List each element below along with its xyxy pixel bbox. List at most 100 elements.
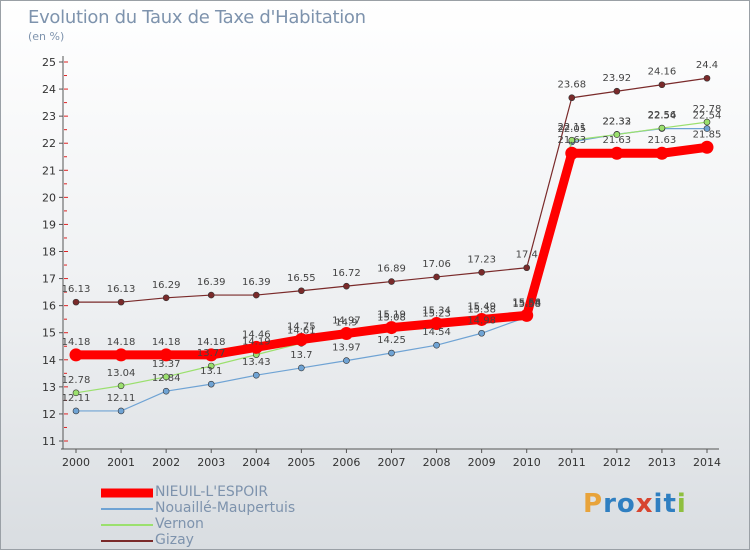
legend: NIEUIL-L'ESPOIR Nouaillé-Maupertuis Vernon… xyxy=(101,484,401,549)
data-point xyxy=(613,87,621,95)
y-tick-label: 15 xyxy=(42,327,56,340)
legend-label: Nouaillé-Maupertuis xyxy=(155,500,296,516)
data-label: 14.18 xyxy=(62,337,91,348)
data-label: 16.55 xyxy=(287,273,316,284)
data-point xyxy=(298,364,305,372)
legend-label: NIEUIL-L'ESPOIR xyxy=(155,484,269,500)
data-point xyxy=(478,269,485,276)
y-tick-label: 21 xyxy=(42,164,56,177)
data-label: 21.63 xyxy=(648,135,677,146)
x-tick-label: 2007 xyxy=(378,456,406,469)
data-point xyxy=(658,81,666,89)
data-point xyxy=(703,74,711,82)
data-point xyxy=(162,294,170,302)
data-label: 16.39 xyxy=(197,277,226,288)
data-point xyxy=(339,327,353,341)
x-tick-label: 2013 xyxy=(648,456,676,469)
data-label: 16.89 xyxy=(377,264,406,275)
data-label: 15.23 xyxy=(422,308,451,319)
data-point xyxy=(207,362,215,370)
data-point xyxy=(568,136,576,144)
data-point xyxy=(385,321,398,335)
data-label: 17.4 xyxy=(516,250,538,261)
data-label: 13.37 xyxy=(152,359,181,370)
y-tick-label: 19 xyxy=(42,218,56,231)
data-point xyxy=(117,407,125,415)
x-tick-label: 2006 xyxy=(332,456,360,469)
data-point xyxy=(298,287,305,295)
legend-item: Vernon xyxy=(101,516,401,533)
data-label: 14.18 xyxy=(197,337,226,348)
data-label: 15.08 xyxy=(377,313,406,324)
data-point xyxy=(72,298,80,306)
data-point xyxy=(249,340,263,354)
data-point xyxy=(433,341,440,349)
data-label: 13.1 xyxy=(200,366,222,377)
legend-item: NIEUIL-L'ESPOIR xyxy=(101,484,401,501)
x-tick-label: 2014 xyxy=(693,456,721,469)
data-point xyxy=(658,124,666,132)
data-label: 22.33 xyxy=(603,116,632,127)
data-label: 22.05 xyxy=(557,124,586,135)
data-label: 23.92 xyxy=(603,73,632,84)
data-point xyxy=(343,357,350,364)
data-label: 16.72 xyxy=(332,268,361,279)
y-tick-label: 22 xyxy=(42,137,56,150)
data-label: 15.34 xyxy=(422,306,451,317)
data-label: 13.7 xyxy=(290,350,312,361)
logo-letter: o xyxy=(616,489,636,519)
data-point xyxy=(117,382,125,390)
data-label: 17.06 xyxy=(422,259,451,270)
legend-swatch xyxy=(101,540,153,542)
x-tick-label: 2002 xyxy=(152,456,180,469)
data-label: 12.78 xyxy=(62,375,91,386)
y-tick-label: 23 xyxy=(42,110,56,123)
data-point xyxy=(478,329,485,337)
data-point xyxy=(294,332,308,346)
y-tick-label: 12 xyxy=(42,408,56,421)
data-point xyxy=(700,140,714,154)
data-label: 14.61 xyxy=(287,325,316,336)
x-tick-label: 2000 xyxy=(62,456,90,469)
data-label: 22.56 xyxy=(648,110,677,121)
data-label: 12.11 xyxy=(62,393,91,404)
x-tick-label: 2004 xyxy=(242,456,270,469)
data-label: 14.46 xyxy=(242,329,271,340)
data-label: 15.58 xyxy=(512,297,541,308)
data-label: 15.64 xyxy=(512,297,541,308)
data-point xyxy=(343,282,350,290)
y-tick-label: 16 xyxy=(42,300,56,313)
data-point xyxy=(523,264,531,272)
data-label: 22.11 xyxy=(557,122,586,133)
data-label: 16.39 xyxy=(242,277,271,288)
x-tick-label: 2011 xyxy=(558,456,586,469)
data-label: 13.97 xyxy=(332,343,361,354)
data-point xyxy=(433,273,440,281)
logo-letter: i xyxy=(653,489,664,519)
legend-label: Vernon xyxy=(155,516,204,532)
data-point xyxy=(69,348,83,362)
legend-swatch xyxy=(101,508,153,510)
data-label: 15.58 xyxy=(512,299,541,310)
data-label: 13.04 xyxy=(107,368,136,379)
x-tick-label: 2008 xyxy=(423,456,451,469)
data-label: 21.63 xyxy=(603,135,632,146)
data-point xyxy=(520,308,534,322)
x-tick-label: 2003 xyxy=(197,456,225,469)
data-label: 12.11 xyxy=(107,393,136,404)
y-tick-label: 18 xyxy=(42,246,56,259)
data-label: 22.54 xyxy=(693,111,722,122)
legend-item: Nouaillé-Maupertuis xyxy=(101,500,401,517)
data-point xyxy=(655,146,669,160)
x-tick-label: 2009 xyxy=(468,456,496,469)
legend-swatch xyxy=(101,524,153,526)
data-label: 16.13 xyxy=(62,284,91,295)
chart-unit: (en %) xyxy=(28,30,65,43)
data-point xyxy=(204,348,218,362)
data-point xyxy=(388,278,395,285)
data-label: 14.25 xyxy=(377,335,406,346)
chart-title: Evolution du Taux de Taxe d'Habitation xyxy=(28,7,366,28)
y-tick-label: 25 xyxy=(42,56,56,69)
data-point xyxy=(252,371,260,379)
